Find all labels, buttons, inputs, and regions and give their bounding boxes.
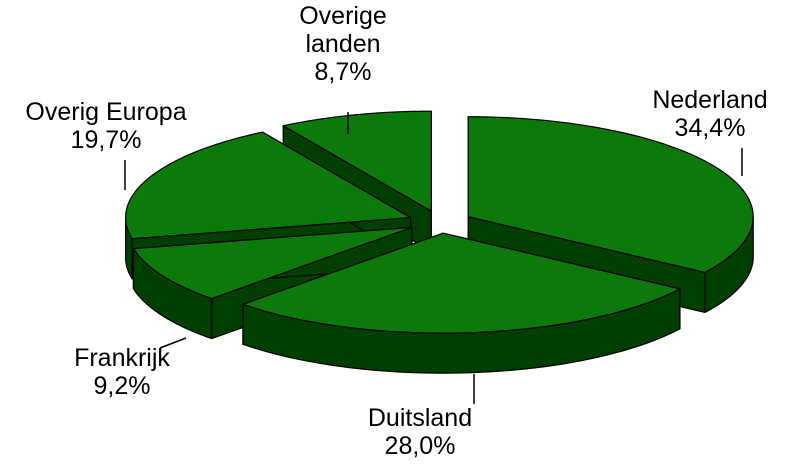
leader-lines [124, 112, 743, 404]
slice-top [124, 131, 412, 240]
value-label: 28,0% [384, 432, 456, 460]
data-label: Duitsland 28,0% [368, 404, 472, 460]
slice [242, 232, 681, 374]
slice-top [467, 116, 754, 274]
category-label: Frankrijk [74, 344, 170, 372]
data-label: Overig Europa 19,7% [25, 98, 186, 154]
leader-line [159, 337, 187, 349]
data-label: Overige landen 8,7% [288, 2, 398, 86]
value-label: 9,2% [93, 372, 151, 400]
data-label: Frankrijk 9,2% [74, 344, 170, 400]
category-label: Overig Europa [25, 98, 187, 126]
slice-top [242, 232, 681, 334]
category-label: Nederland [652, 86, 768, 114]
slice-top [282, 110, 432, 212]
data-label: Nederland 34,4% [652, 86, 767, 142]
value-label: 8,7% [314, 58, 372, 86]
slice-top [132, 226, 413, 300]
category-label: Duitsland [367, 404, 473, 432]
category-label: Overige landen [299, 2, 387, 58]
value-label: 34,4% [674, 114, 746, 142]
value-label: 19,7% [70, 126, 142, 154]
